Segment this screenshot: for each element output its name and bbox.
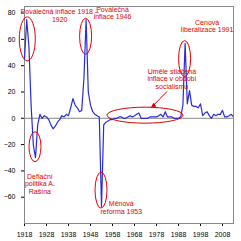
svg-text:1938: 1938 (61, 231, 77, 238)
svg-text:1928: 1928 (39, 231, 55, 238)
svg-text:1998: 1998 (193, 231, 209, 238)
svg-text:Poválečná inflace 1918 –1920: Poválečná inflace 1918 –1920 (21, 8, 99, 22)
svg-text:1918: 1918 (17, 231, 33, 238)
svg-text:0: 0 (12, 115, 16, 122)
svg-text:1978: 1978 (149, 231, 165, 238)
svg-text:40: 40 (8, 62, 16, 69)
svg-text:1958: 1958 (105, 231, 121, 238)
svg-text:−20: −20 (4, 141, 16, 148)
html-text:inflace v období: inflace v období (147, 75, 197, 83)
svg-text:60: 60 (8, 36, 16, 43)
html-text:Uměle stlačená: Uměle stlačená (147, 67, 196, 75)
svg-text:−60: −60 (4, 193, 16, 200)
svg-text:2008: 2008 (215, 231, 231, 238)
html-text:socialismu: socialismu (155, 82, 189, 90)
svg-text:−40: −40 (4, 167, 16, 174)
svg-text:20: 20 (8, 88, 16, 95)
svg-text:1988: 1988 (171, 231, 187, 238)
svg-text:Cenováliberalizace 1991: Cenováliberalizace 1991 (181, 19, 234, 33)
svg-text:Deflačnípolitika A.Rašína: Deflačnípolitika A.Rašína (25, 173, 55, 195)
svg-text:1968: 1968 (127, 231, 143, 238)
svg-text:80: 80 (8, 9, 16, 16)
svg-text:Poválečnáinflace 1946: Poválečnáinflace 1946 (94, 6, 132, 20)
svg-text:Měnováreforma 1953: Měnováreforma 1953 (100, 200, 142, 214)
svg-text:1948: 1948 (83, 231, 99, 238)
